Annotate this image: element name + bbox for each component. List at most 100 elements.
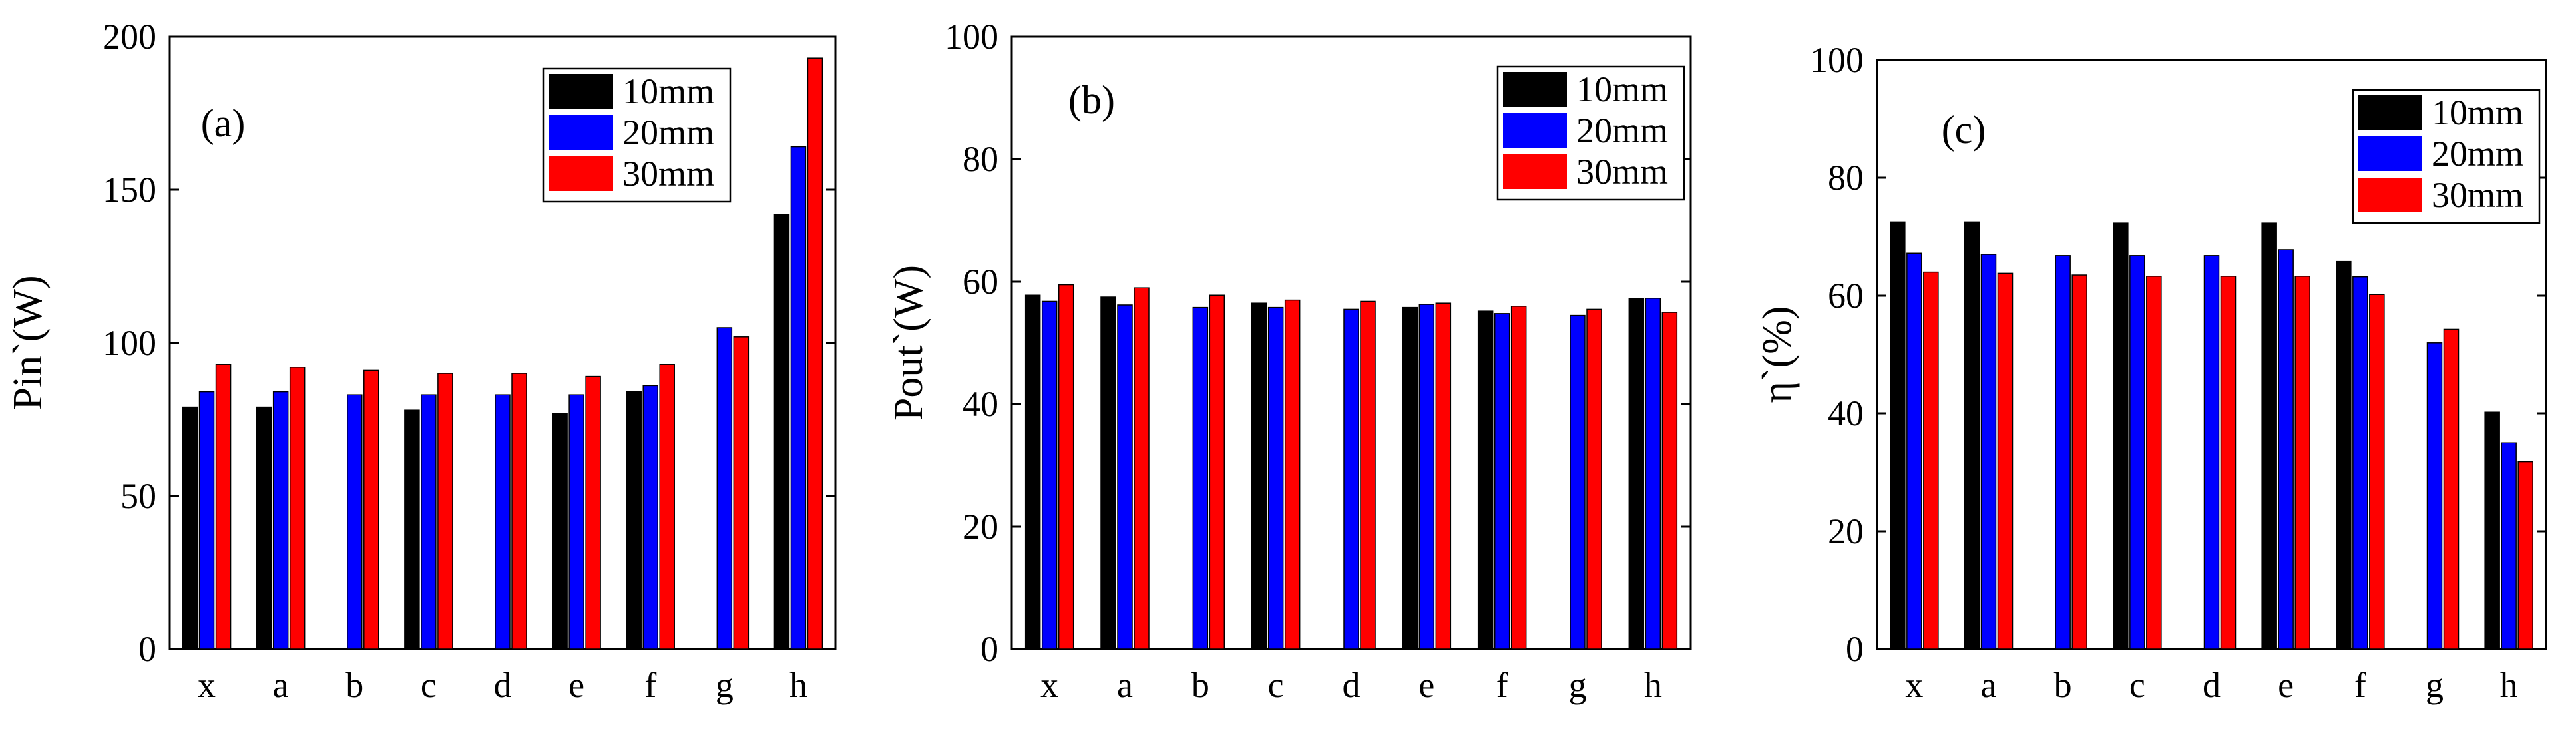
bar-30mm-f [2369, 294, 2385, 650]
panel-a: 0 50 100 150 200 Pin`(W) x a b c d e f g h (a) 10mm20mm3… [5, 17, 837, 705]
bar-20mm-a [1980, 254, 1997, 650]
y-tick-label: 0 [138, 629, 156, 669]
bar-10mm-c [404, 409, 420, 650]
x-tick-label: c [421, 665, 437, 705]
x-tick-label: f [2354, 665, 2366, 705]
x-tick-label: c [1268, 665, 1284, 705]
bar-10mm-f [1477, 310, 1494, 650]
bar-30mm-c [2146, 276, 2162, 650]
bar-30mm-d [511, 373, 527, 650]
bar-20mm-x [198, 391, 215, 650]
y-axis-label: Pin`(W) [5, 275, 51, 410]
legend-label-30mm: 30mm [1576, 152, 1668, 192]
legend-swatch-30mm [2358, 178, 2422, 212]
bar-10mm-a [256, 406, 272, 650]
y-axis-label: η`(%) [1755, 306, 1800, 403]
bar-20mm-b [347, 394, 363, 650]
y-tick-label: 200 [103, 17, 156, 57]
y-tick-label: 60 [1828, 276, 1864, 316]
bar-20mm-c [2129, 255, 2145, 650]
bar-10mm-x [182, 406, 198, 650]
panel-tag: (b) [1068, 78, 1115, 122]
y-tick-label: 100 [945, 17, 998, 57]
y-tick-label: 20 [1828, 511, 1864, 551]
bar-10mm-f [626, 391, 642, 650]
x-tick-label: b [2054, 665, 2072, 705]
panel-b: 0 20 40 60 80 100 Pout`(W) x a b c d e f g h (b) 10mm20mm… [886, 17, 1692, 705]
bar-20mm-f [642, 385, 658, 650]
x-tick-label: x [1040, 665, 1058, 705]
x-tick-label: h [2500, 665, 2518, 705]
bar-30mm-e [2294, 276, 2310, 650]
bar-30mm-b [363, 369, 379, 650]
x-tick-label: h [789, 665, 807, 705]
bar-10mm-x [1024, 294, 1041, 650]
y-tick-label: 50 [120, 476, 156, 516]
bar-30mm-h [807, 57, 823, 650]
bar-20mm-d [1343, 308, 1359, 650]
x-tick-label: a [1117, 665, 1133, 705]
y-tick-label: 60 [963, 262, 998, 302]
bar-30mm-b [1209, 294, 1225, 650]
legend-swatch-20mm [1503, 113, 1567, 148]
y-tick-label: 20 [963, 507, 998, 547]
bar-30mm-a [1997, 272, 2014, 650]
panel-tag: (a) [201, 101, 246, 145]
bar-30mm-b [2071, 274, 2087, 650]
legend-label-30mm: 30mm [622, 154, 714, 194]
legend-label-20mm: 20mm [622, 113, 714, 152]
bar-20mm-g [2426, 342, 2443, 650]
bar-20mm-a [272, 391, 289, 650]
bar-30mm-c [437, 373, 453, 650]
legend-label-10mm: 10mm [2432, 93, 2523, 132]
x-tick-label: g [716, 665, 734, 705]
legend-swatch-30mm [1503, 154, 1567, 189]
legend-swatch-10mm [1503, 72, 1567, 107]
y-tick-label: 80 [1828, 158, 1864, 198]
x-tick-label: a [273, 665, 289, 705]
x-tick-label: e [568, 665, 584, 705]
bar-10mm-f [2336, 260, 2352, 650]
legend-label-10mm: 10mm [1576, 69, 1668, 109]
bar-30mm-a [1134, 287, 1150, 650]
legend-swatch-10mm [2358, 95, 2422, 130]
x-tick-label: b [345, 665, 363, 705]
x-tick-label: a [1981, 665, 1997, 705]
legend-label-20mm: 20mm [2432, 134, 2523, 174]
panel-tag: (c) [1942, 108, 1986, 152]
bar-20mm-g [716, 327, 733, 650]
y-tick-label: 40 [963, 384, 998, 424]
bar-30mm-e [1435, 302, 1452, 650]
bar-20mm-d [2203, 255, 2220, 650]
x-tick-label: h [1644, 665, 1662, 705]
bar-10mm-e [1402, 306, 1418, 650]
legend-label-30mm: 30mm [2432, 175, 2523, 215]
bar-20mm-d [495, 394, 511, 650]
x-tick-label: c [2129, 665, 2145, 705]
y-tick-label: 100 [103, 323, 156, 363]
y-tick-label: 40 [1828, 393, 1864, 433]
bar-30mm-c [1284, 299, 1301, 650]
bar-20mm-x [1041, 300, 1058, 650]
legend-swatch-20mm [549, 115, 613, 150]
y-tick-label: 80 [963, 139, 998, 179]
x-tick-label: d [494, 665, 512, 705]
bar-20mm-a [1117, 304, 1133, 650]
bar-10mm-h [1628, 298, 1645, 650]
y-tick-label: 0 [980, 629, 998, 669]
bar-30mm-f [659, 364, 675, 650]
y-tick-label: 100 [1810, 40, 1864, 80]
x-tick-label: f [1496, 665, 1508, 705]
bar-20mm-c [1267, 306, 1284, 650]
bar-20mm-h [2501, 442, 2517, 650]
y-axis-label: Pout`(W) [886, 265, 931, 421]
bar-10mm-c [1251, 302, 1267, 650]
bar-20mm-e [2278, 249, 2294, 650]
bar-30mm-g [2443, 328, 2460, 650]
bar-10mm-e [2261, 222, 2277, 650]
x-tick-label: x [1905, 665, 1923, 705]
